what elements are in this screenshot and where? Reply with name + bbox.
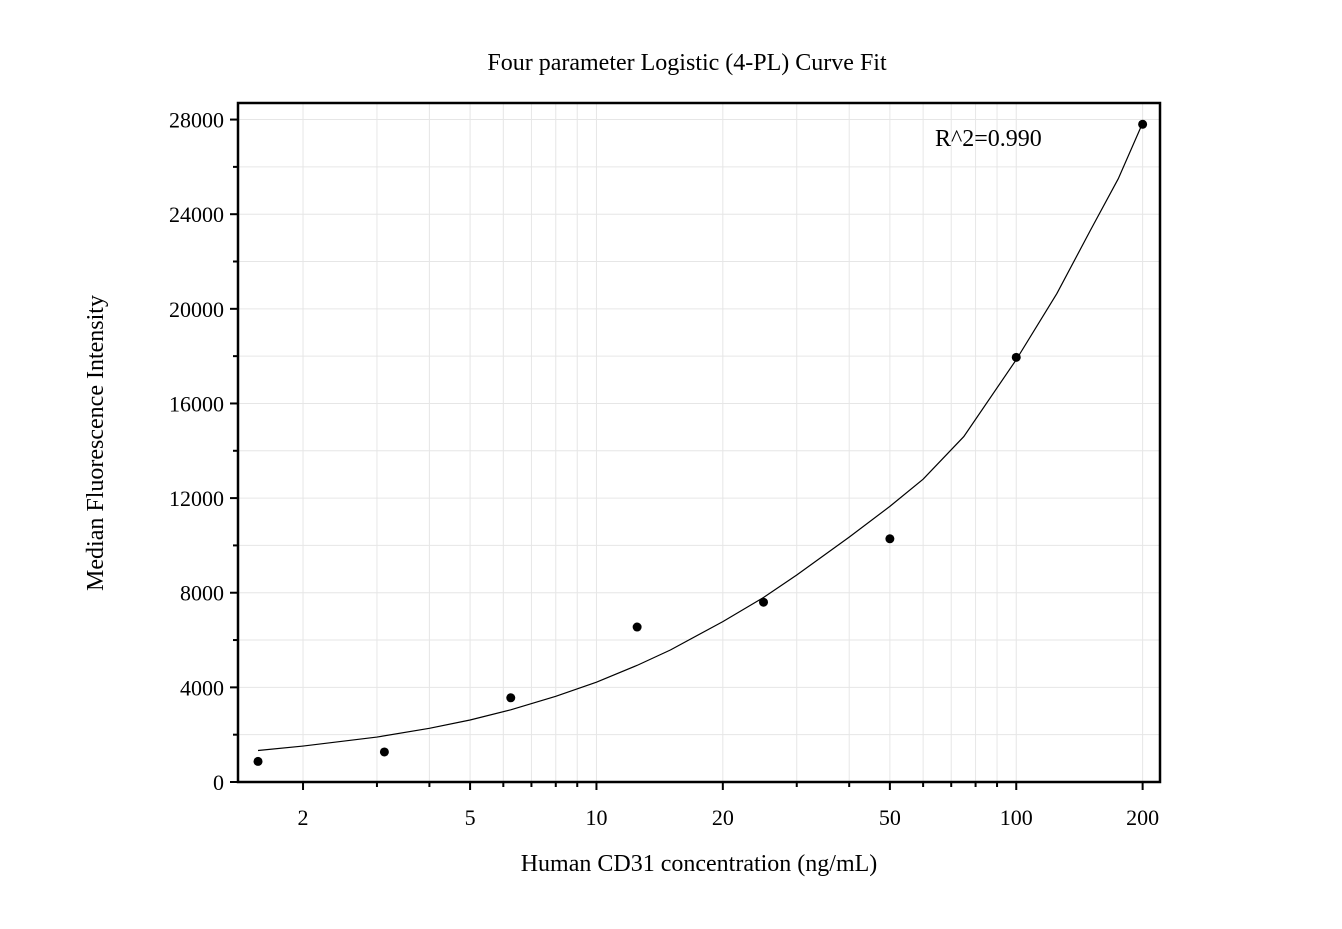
plot-frame	[236, 101, 1162, 784]
axis-ticks	[230, 118, 1144, 790]
y-tick-label: 12000	[169, 486, 224, 511]
y-tick-label: 8000	[180, 581, 224, 606]
data-point	[885, 534, 895, 544]
data-point	[632, 622, 642, 632]
y-axis-label: Median Fluorescence Intensity	[83, 295, 109, 591]
fit-curve-line	[257, 122, 1144, 752]
axis-tick-labels: 2 5 10 20 50 100 200 0 4000 8000 12000 16000 20000 24…	[169, 108, 1159, 830]
x-tick-label: 100	[1000, 805, 1033, 830]
data-point	[506, 693, 516, 703]
x-tick-label: 20	[712, 805, 734, 830]
y-tick-label: 28000	[169, 108, 224, 133]
grid	[238, 103, 1160, 782]
data-point	[759, 597, 769, 607]
data-points	[253, 119, 1148, 766]
y-tick-label: 20000	[169, 297, 224, 322]
x-tick-label: 5	[465, 805, 476, 830]
data-point	[253, 756, 263, 766]
chart-title: Four parameter Logistic (4-PL) Curve Fit	[487, 50, 887, 76]
x-tick-label: 2	[298, 805, 309, 830]
y-tick-label: 4000	[180, 675, 224, 700]
y-tick-label: 16000	[169, 391, 224, 416]
x-tick-label: 10	[585, 805, 607, 830]
y-tick-label: 24000	[169, 202, 224, 227]
data-point	[1011, 352, 1021, 362]
x-tick-label: 200	[1126, 805, 1159, 830]
y-tick-label: 0	[213, 770, 224, 795]
x-axis-label: Human CD31 concentration (ng/mL)	[521, 851, 878, 877]
data-point	[1138, 119, 1148, 129]
data-point	[379, 747, 389, 757]
r-squared-annotation: R^2=0.990	[935, 126, 1042, 152]
x-tick-label: 50	[879, 805, 901, 830]
